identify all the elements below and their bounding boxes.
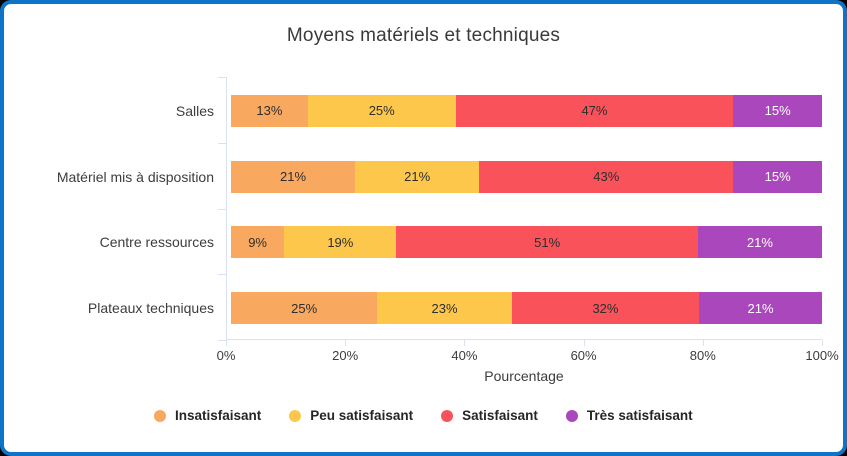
x-axis-tick-label: 60% (570, 348, 597, 363)
bar-segment[interactable]: 23% (377, 292, 512, 325)
bar-segment-value: 21% (747, 300, 774, 316)
bar-segment[interactable]: 25% (231, 292, 378, 325)
bar-segment[interactable]: 15% (733, 94, 822, 127)
legend-marker-icon (565, 409, 578, 422)
legend-item-label: Insatisfaisant (175, 408, 262, 423)
category-label: Matériel mis à disposition (56, 168, 214, 185)
x-axis-tick (464, 340, 466, 346)
x-axis-tick (583, 340, 585, 346)
legend: Insatisfaisant Peu satisfaisant Satisfaisa… (154, 408, 693, 423)
y-axis-tick (218, 274, 226, 276)
chart-title: Moyens matériels et techniques (286, 25, 561, 46)
bar-segment[interactable]: 21% (231, 160, 356, 193)
legend-item-label: Satisfaisant (462, 408, 538, 423)
bar-segment-value: 25% (368, 103, 395, 119)
x-axis-tick (822, 340, 823, 346)
legend-item[interactable]: Satisfaisant (441, 408, 538, 423)
plot-area: 13% 25% 47% 15% 21% 21% 43% 15% 9% 19% 51% 21% 25% 23… (218, 77, 823, 346)
bar-segment[interactable]: 21% (355, 160, 480, 193)
bar-row: 25% 23% 32% 21% (231, 292, 822, 325)
bar-segment-value: 32% (592, 300, 619, 316)
y-axis-tick (218, 340, 226, 341)
y-axis-tick (218, 77, 226, 78)
bar-segment-value: 19% (327, 234, 354, 250)
x-axis-tick-label: 80% (689, 348, 716, 363)
bar-row: 9% 19% 51% 21% (231, 226, 822, 259)
legend-item[interactable]: Peu satisfaisant (289, 408, 413, 423)
category-label: Plateaux techniques (87, 300, 214, 317)
bar-segment[interactable]: 43% (479, 160, 734, 193)
category-label: Centre ressources (99, 234, 214, 251)
y-axis-line (226, 77, 227, 340)
legend-marker-icon (154, 409, 166, 422)
legend-item-label: Peu satisfaisant (310, 408, 414, 423)
x-axis-tick (345, 340, 347, 346)
bar-segment-value: 23% (431, 300, 458, 316)
bar-segment[interactable]: 9% (231, 226, 285, 259)
x-axis-tick-label: 20% (332, 348, 359, 363)
legend-item-label: Très satisfaisant (586, 408, 693, 423)
bar-segment-value: 13% (256, 103, 283, 119)
bar-segment[interactable]: 51% (396, 226, 698, 259)
legend-marker-icon (441, 409, 454, 422)
bar-segment-value: 21% (404, 169, 431, 185)
y-axis-tick (218, 142, 226, 144)
bar-segment-value: 21% (746, 234, 773, 250)
bar-segment[interactable]: 21% (699, 292, 822, 325)
bar-row: 13% 25% 47% 15% (231, 94, 822, 127)
x-axis-tick (226, 340, 227, 346)
x-axis-tick-label: 0% (216, 348, 236, 363)
x-axis-line (226, 339, 822, 340)
bar-segment-value: 9% (248, 234, 267, 250)
x-axis-title: Pourcentage (484, 368, 564, 384)
bar-segment[interactable]: 19% (284, 226, 397, 259)
bar-segment[interactable]: 21% (697, 226, 822, 259)
category-label: Salles (175, 102, 214, 119)
bar-segment[interactable]: 25% (307, 94, 456, 127)
bar-segment-value: 15% (764, 169, 791, 185)
bar-segment-value: 21% (280, 169, 307, 185)
bar-segment-value: 15% (764, 103, 791, 119)
x-axis-tick (702, 340, 704, 346)
legend-item[interactable]: Très satisfaisant (565, 408, 693, 423)
bar-segment-value: 51% (534, 234, 561, 250)
bar-segment[interactable]: 15% (733, 160, 822, 193)
bar-segment-value: 43% (593, 169, 620, 185)
bar-segment-value: 25% (291, 300, 318, 316)
bar-row: 21% 21% 43% 15% (231, 160, 822, 193)
bar-segment[interactable]: 13% (231, 94, 308, 127)
bar-segment-value: 47% (581, 103, 608, 119)
legend-marker-icon (289, 409, 302, 422)
y-axis-tick (218, 208, 226, 210)
bar-segment[interactable]: 47% (455, 94, 734, 127)
x-axis-tick-label: 100% (805, 348, 839, 363)
bar-segment[interactable]: 32% (511, 292, 700, 325)
legend-item[interactable]: Insatisfaisant (154, 408, 261, 423)
x-axis-tick-label: 40% (451, 348, 478, 363)
